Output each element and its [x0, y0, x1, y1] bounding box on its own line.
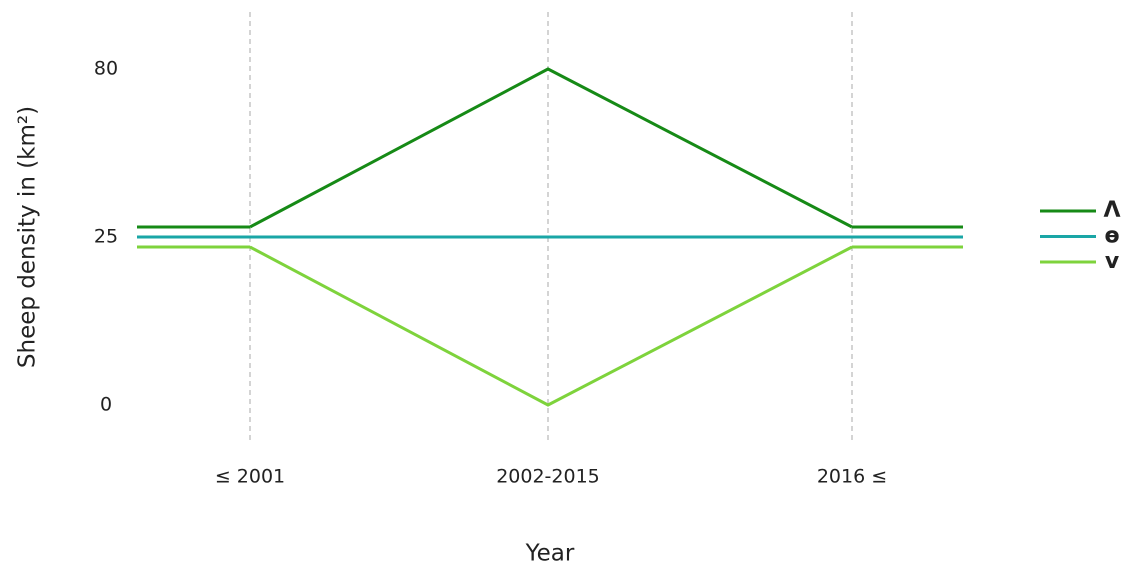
legend-text: v [1105, 249, 1120, 274]
x-tick-label: 2016 ≤ [817, 466, 887, 488]
legend-text: Λ [1103, 198, 1120, 223]
y-tick-label: 80 [94, 58, 118, 80]
y-tick-label: 25 [94, 226, 118, 248]
x-tick-label: 2002-2015 [496, 466, 600, 488]
series-line [249, 67, 853, 229]
x-axis-title: Year [525, 541, 575, 567]
legend-text: ɵ [1104, 224, 1119, 249]
series-line [249, 245, 853, 407]
x-tick-label: ≤ 2001 [215, 466, 285, 488]
y-axis-title: Sheep density in (km²) [15, 106, 41, 368]
y-tick-label: 0 [100, 394, 112, 416]
